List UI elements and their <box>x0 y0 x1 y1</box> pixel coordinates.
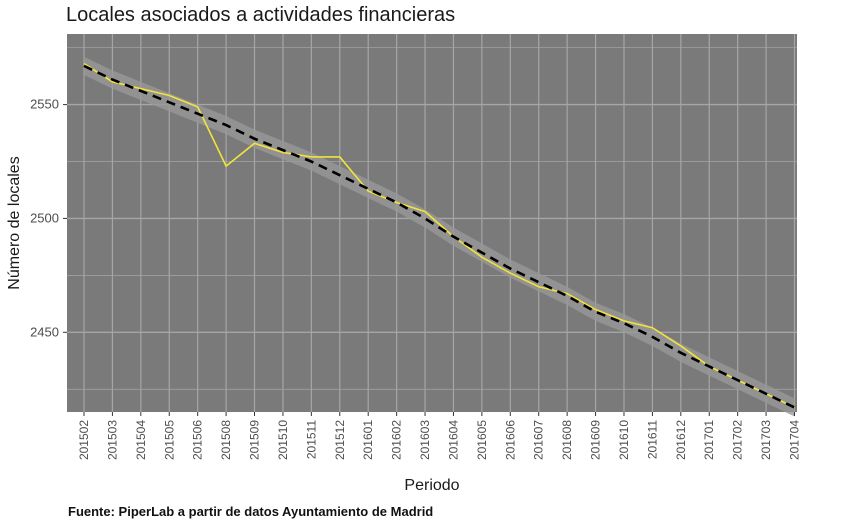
x-tick-label: 201509 <box>248 420 262 460</box>
x-tick-label: 201606 <box>503 420 517 460</box>
x-tick-label: 201506 <box>191 420 205 460</box>
y-tick-label: 2550 <box>30 97 59 112</box>
source-note: Fuente: PiperLab a partir de datos Ayunt… <box>68 504 434 519</box>
y-axis-ticks: 2450 2500 2550 <box>30 97 67 339</box>
x-tick-label: 201505 <box>162 420 176 460</box>
y-tick-label: 2500 <box>30 210 59 225</box>
x-tick-label: 201512 <box>333 420 347 460</box>
trend-line <box>83 64 796 409</box>
x-tick-label: 201703 <box>759 420 773 460</box>
x-tick-label: 201511 <box>304 420 318 459</box>
trend-band <box>84 56 795 417</box>
x-tick-label: 201607 <box>532 420 546 460</box>
x-tick-label: 201608 <box>560 420 574 460</box>
x-tick-label: 201609 <box>589 420 603 460</box>
x-tick-label: 201510 <box>276 420 290 460</box>
x-tick-label: 201610 <box>617 420 631 460</box>
confidence-band <box>84 56 795 417</box>
x-tick-label: 201704 <box>788 420 802 460</box>
chart-title: Locales asociados a actividades financie… <box>66 4 456 26</box>
x-axis-title: Periodo <box>404 477 459 494</box>
x-tick-label: 201701 <box>702 420 716 460</box>
x-tick-label: 201602 <box>390 420 404 460</box>
series-lines <box>83 62 796 409</box>
x-tick-label: 201503 <box>105 420 119 460</box>
x-tick-label: 201502 <box>77 420 91 460</box>
x-tick-label: 201603 <box>418 420 432 460</box>
x-tick-label: 201605 <box>475 420 489 460</box>
x-axis-ticks: 201502 201503 201504 201505 201506 201508 2015… <box>77 412 802 460</box>
x-tick-label: 201604 <box>446 420 460 460</box>
x-tick-label: 201702 <box>731 420 745 460</box>
y-tick-label: 2450 <box>30 324 59 339</box>
x-tick-label: 201601 <box>361 420 375 460</box>
x-tick-label: 201508 <box>219 420 233 460</box>
y-axis-title: Número de locales <box>6 156 23 289</box>
x-tick-label: 201504 <box>134 420 148 460</box>
x-tick-label: 201612 <box>674 420 688 460</box>
x-tick-label: 201611 <box>645 420 659 459</box>
